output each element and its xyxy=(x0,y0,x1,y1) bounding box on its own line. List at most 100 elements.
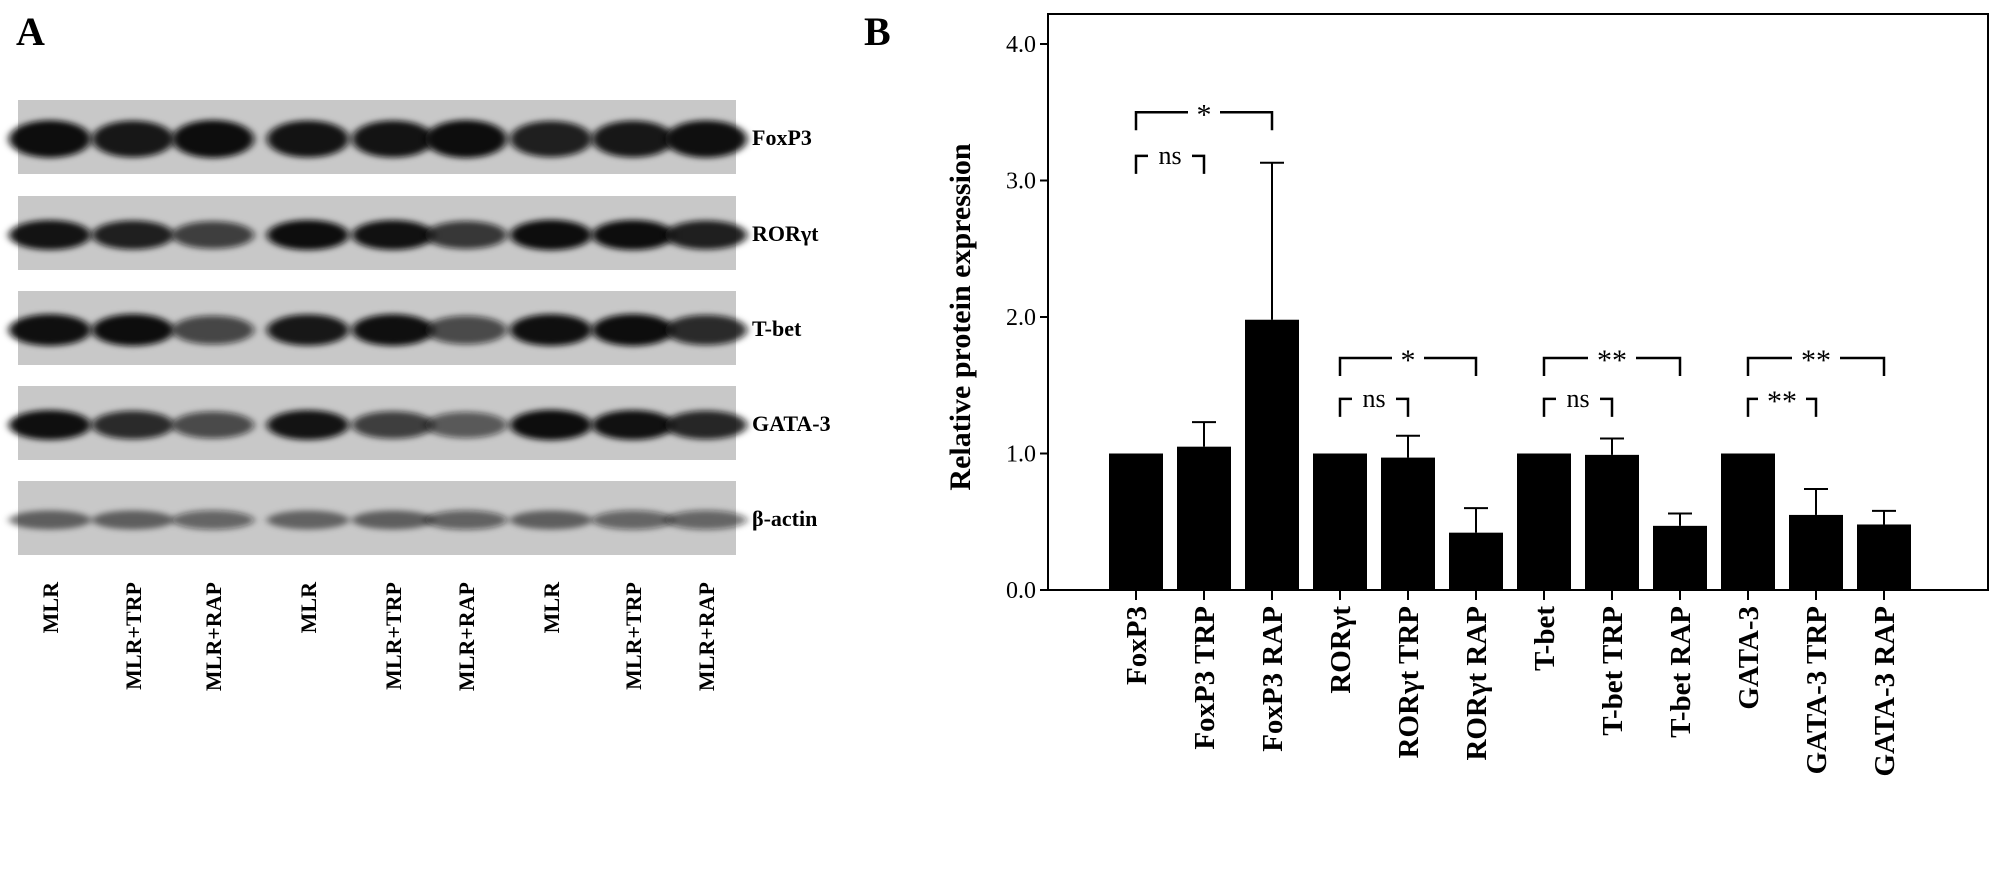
blot-band xyxy=(592,220,674,250)
category-label: GATA-3 RAP xyxy=(1869,606,1901,777)
blot-t-bet: T-bet xyxy=(9,291,802,365)
blot-band xyxy=(665,510,747,530)
blot-band xyxy=(665,120,747,158)
blot-band xyxy=(9,220,91,250)
blot-band xyxy=(352,510,434,530)
blot-band xyxy=(592,510,674,530)
y-tick-label: 3.0 xyxy=(1006,169,1036,195)
significance-bracket: ** xyxy=(1542,344,1682,377)
blot-band xyxy=(665,410,747,440)
bracket-right xyxy=(1396,397,1410,417)
lane-label: MLR+RAP xyxy=(694,582,719,691)
blot-band xyxy=(352,120,434,158)
significance-label: ns xyxy=(1362,384,1385,413)
blot-band xyxy=(267,219,349,251)
bracket-right xyxy=(1636,356,1682,376)
bracket-left xyxy=(1134,154,1148,174)
lane-label: MLR+RAP xyxy=(201,582,226,691)
significance-bracket: ** xyxy=(1746,385,1818,418)
bar xyxy=(1313,453,1367,590)
lane-label: MLR+TRP xyxy=(381,582,406,690)
bar xyxy=(1381,457,1435,590)
panel-a-letter: A xyxy=(16,9,45,54)
blot-band xyxy=(510,219,592,251)
protein-label: FoxP3 xyxy=(752,125,812,150)
category-label: T-bet RAP xyxy=(1665,606,1697,738)
y-tick-label: 0.0 xyxy=(1006,578,1036,604)
lane-label: MLR xyxy=(296,581,321,633)
bracket-left xyxy=(1338,397,1352,417)
blot-rorgt: RORγt xyxy=(9,196,819,270)
blot-band xyxy=(267,410,349,440)
protein-label: β-actin xyxy=(752,506,817,531)
blot-band xyxy=(665,314,747,346)
blot-band xyxy=(425,411,507,439)
bracket-left xyxy=(1542,356,1588,376)
blot-band xyxy=(9,510,91,530)
bar xyxy=(1857,524,1911,590)
bracket-left xyxy=(1338,356,1392,376)
lane-label: MLR+TRP xyxy=(621,582,646,690)
category-label: T-bet TRP xyxy=(1597,606,1629,736)
significance-label: ** xyxy=(1767,385,1797,418)
bar xyxy=(1517,453,1571,590)
category-label: GATA-3 xyxy=(1733,606,1765,710)
significance-bracket: ns xyxy=(1338,384,1410,417)
bracket-right xyxy=(1424,356,1478,376)
bracket-left xyxy=(1746,397,1758,417)
blot-band xyxy=(510,120,592,158)
significance-bracket: ns xyxy=(1134,141,1206,174)
bracket-right xyxy=(1220,111,1274,131)
bar xyxy=(1449,532,1503,590)
blot-band xyxy=(9,120,91,158)
blot-foxp3: FoxP3 xyxy=(9,100,812,174)
blot-band xyxy=(425,315,507,345)
blot-band xyxy=(267,314,349,346)
blot-band xyxy=(425,221,507,249)
blot-band xyxy=(92,510,174,530)
blot-band xyxy=(9,410,91,440)
category-label: RORγt xyxy=(1325,606,1357,694)
category-label: GATA-3 TRP xyxy=(1801,606,1833,774)
blot-band xyxy=(172,510,254,530)
category-label: RORγt TRP xyxy=(1393,606,1425,758)
bar xyxy=(1245,319,1299,590)
significance-label: ns xyxy=(1566,384,1589,413)
bar xyxy=(1585,454,1639,590)
blot-band xyxy=(592,410,674,440)
blot-gata-3: GATA-3 xyxy=(9,386,831,460)
bracket-left xyxy=(1134,111,1188,131)
panel-b-letter: B xyxy=(864,9,891,54)
western-blot-panel: FoxP3 RORγt T-bet GATA-3 β-actin MLR MLR+TRP M… xyxy=(9,100,831,691)
significance-label: ns xyxy=(1158,141,1181,170)
significance-label: ** xyxy=(1801,344,1831,377)
lane-label: MLR+TRP xyxy=(121,582,146,690)
y-tick-label: 1.0 xyxy=(1006,442,1036,468)
blot-band xyxy=(592,120,674,158)
significance-bracket: * xyxy=(1134,98,1274,131)
lane-label: MLR xyxy=(539,581,564,633)
blot-band xyxy=(92,314,174,346)
bracket-left xyxy=(1746,356,1792,376)
significance-label: * xyxy=(1197,98,1212,131)
blot-band xyxy=(510,409,592,441)
category-label: FoxP3 RAP xyxy=(1257,606,1289,752)
blot-band xyxy=(92,120,174,158)
bar xyxy=(1789,514,1843,590)
blot-band xyxy=(592,314,674,346)
bar xyxy=(1653,525,1707,590)
bracket-right xyxy=(1806,397,1818,417)
bracket-right xyxy=(1192,154,1206,174)
significance-bracket: ** xyxy=(1746,344,1886,377)
lane-label: MLR xyxy=(38,581,63,633)
blot-band xyxy=(172,120,254,158)
blot-band xyxy=(92,220,174,250)
bracket-left xyxy=(1542,397,1556,417)
category-label: FoxP3 xyxy=(1121,606,1153,685)
y-tick-label: 2.0 xyxy=(1006,305,1036,331)
blot-band xyxy=(510,314,592,346)
blot-band xyxy=(352,220,434,250)
blot-b-actin: β-actin xyxy=(9,481,817,555)
significance-label: ** xyxy=(1597,344,1627,377)
